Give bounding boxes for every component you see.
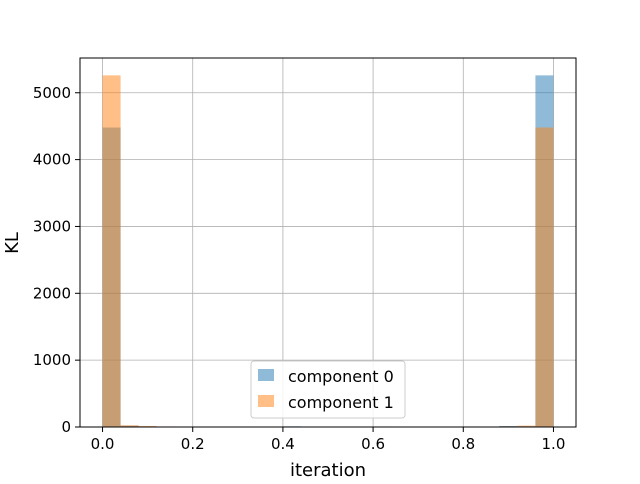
y-axis-label: KL xyxy=(2,232,23,254)
x-axis-label: iteration xyxy=(290,460,366,480)
bar-component-1-bin-23 xyxy=(517,425,536,427)
x-tick-label: 0.0 xyxy=(91,435,115,453)
legend: component 0 component 1 xyxy=(250,360,406,419)
plot-frame xyxy=(79,57,577,428)
bar-component-1-bin-24 xyxy=(535,127,554,428)
bar-component-1-bin-2 xyxy=(138,425,157,427)
x-tick-label: 0.2 xyxy=(181,435,205,453)
legend-swatch-component-1 xyxy=(258,395,274,407)
legend-label-component-1: component 1 xyxy=(288,393,394,412)
legend-box xyxy=(250,360,406,419)
x-tick-label: 0.8 xyxy=(451,435,475,453)
y-tick-label: 0 xyxy=(61,418,71,436)
bar-component-1-bin-1 xyxy=(120,425,139,427)
grid-layer xyxy=(80,58,576,428)
legend-swatch-component-0 xyxy=(258,369,274,381)
y-tick-label: 5000 xyxy=(33,84,71,102)
ticks-layer: 0.0 0.2 0.4 0.6 0.8 1.0 0 1000 2000 3000 4000 5000 xyxy=(33,84,566,453)
y-tick-label: 4000 xyxy=(33,151,71,169)
x-tick-label: 0.6 xyxy=(361,435,385,453)
y-tick-label: 1000 xyxy=(33,351,71,369)
y-tick-label: 3000 xyxy=(33,217,71,235)
x-tick-label: 0.4 xyxy=(271,435,295,453)
legend-label-component-0: component 0 xyxy=(288,367,394,386)
bar-component-1-bin-0 xyxy=(102,75,121,427)
x-tick-label: 1.0 xyxy=(542,435,566,453)
y-tick-label: 2000 xyxy=(33,284,71,302)
